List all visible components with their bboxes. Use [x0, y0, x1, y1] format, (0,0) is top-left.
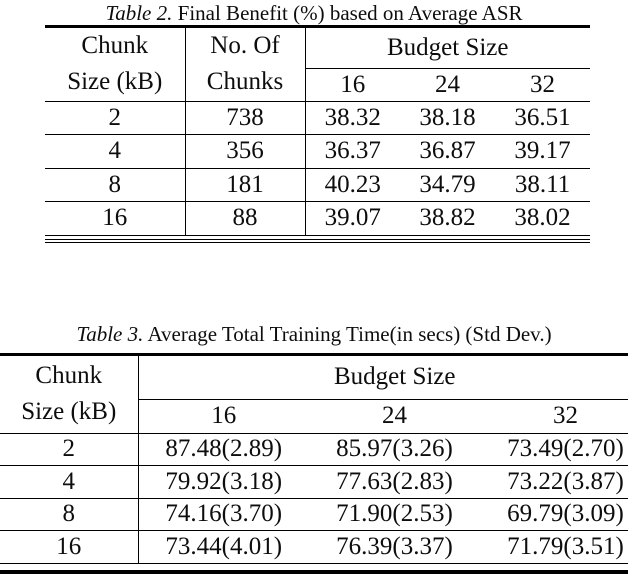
cell-value: 76.39(3.37) [309, 530, 480, 564]
table3-header-budget-24: 24 [382, 402, 407, 429]
table-row: 2 738 38.32 38.18 36.51 [45, 100, 590, 135]
cell-value: 85.97(3.26) [309, 432, 480, 466]
table-row: 16 88 39.07 38.82 38.02 [45, 201, 590, 236]
table-row: 16 73.44(4.01) 76.39(3.37) 71.79(3.51) [0, 530, 628, 564]
cell-value: 87.48(2.89) [137, 432, 309, 466]
cell-value: 38.02 [495, 201, 590, 236]
cell-chunk-size: 4 [0, 465, 138, 498]
table3-header-row-1: Chunk Size (kB) Budget Size [0, 356, 628, 425]
header-line: Chunk [81, 32, 149, 60]
table3: Chunk Size (kB) Budget Size 16 24 32 2 87… [0, 353, 628, 574]
cell-value: 36.87 [400, 134, 495, 168]
table2-header-budget-32: 32 [530, 70, 555, 98]
header-line: Chunk [35, 362, 103, 390]
table2-header-budget-24: 24 [435, 70, 460, 98]
table2-grid: Chunk Size (kB) No. Of Chunks Budget Size … [45, 28, 590, 236]
header-line: No. Of [210, 32, 280, 60]
cell-chunk-size: 4 [45, 134, 185, 168]
header-line: Size (kB) [21, 398, 117, 426]
cell-value: 36.51 [495, 100, 590, 135]
table3-header-budget-32: 32 [553, 402, 578, 429]
table2-caption-label: Table 2. [105, 1, 173, 25]
table2-header-budget-16: 16 [304, 68, 400, 101]
cell-value: 40.23 [304, 167, 400, 202]
table2-header-row-1: Chunk Size (kB) No. Of Chunks Budget Size [45, 28, 590, 101]
table-row: 8 181 40.23 34.79 38.11 [45, 167, 590, 202]
table-row: 4 356 36.37 36.87 39.17 [45, 134, 590, 168]
cell-chunk-size: 16 [45, 201, 185, 236]
cell-value: 38.82 [400, 201, 495, 236]
cell-value: 79.92(3.18) [137, 465, 309, 498]
table2-header-num-chunks: No. Of Chunks [184, 28, 305, 101]
cell-value: 39.17 [495, 134, 590, 168]
cell-value: 38.32 [304, 100, 400, 135]
table-row: 2 87.48(2.89) 85.97(3.26) 73.49(2.70) [0, 432, 628, 466]
cell-chunk-size: 8 [45, 167, 185, 202]
table2-caption: Table 2. Final Benefit (%) based on Aver… [0, 1, 628, 26]
table2-header-row-2: 16 24 32 [45, 68, 590, 101]
table3-caption-label: Table 3. [76, 322, 144, 346]
table3-header-chunk-size: Chunk Size (kB) [0, 356, 138, 433]
cell-chunk-size: 2 [0, 432, 138, 466]
cell-value: 71.90(2.53) [309, 497, 480, 531]
cell-value: 38.11 [495, 167, 590, 202]
cell-value: 74.16(3.70) [137, 497, 309, 531]
cell-value: 73.22(3.87) [480, 465, 628, 498]
table3-header-row-2: 16 24 32 [0, 399, 628, 433]
table-row: 8 74.16(3.70) 71.90(2.53) 69.79(3.09) [0, 497, 628, 531]
table3-header-budget-size: Budget Size [137, 356, 628, 400]
table3-header-budget-16: 16 [137, 399, 309, 433]
cell-chunk-size: 2 [45, 100, 185, 135]
cell-value: 73.44(4.01) [137, 530, 309, 564]
cell-value: 73.49(2.70) [480, 432, 628, 466]
cell-value: 39.07 [304, 201, 400, 236]
header-line: Size (kB) [67, 68, 163, 96]
cell-num-chunks: 88 [184, 201, 305, 236]
cell-value: 77.63(2.83) [309, 465, 480, 498]
header-line: Chunks [206, 68, 284, 96]
cell-value: 69.79(3.09) [480, 497, 628, 531]
table3-bottom-thick-rule [0, 569, 628, 574]
table2: Chunk Size (kB) No. Of Chunks Budget Size … [45, 25, 590, 243]
cell-value: 34.79 [400, 167, 495, 202]
table2-header-budget-size: Budget Size [304, 28, 590, 69]
table2-caption-text: Final Benefit (%) based on Average ASR [177, 1, 523, 25]
cell-value: 71.79(3.51) [480, 530, 628, 564]
cell-chunk-size: 8 [0, 497, 138, 531]
cell-chunk-size: 16 [0, 530, 138, 564]
cell-num-chunks: 738 [184, 100, 305, 135]
cell-num-chunks: 356 [184, 134, 305, 168]
table-row: 4 79.92(3.18) 77.63(2.83) 73.22(3.87) [0, 465, 628, 498]
cell-num-chunks: 181 [184, 167, 305, 202]
table3-grid: Chunk Size (kB) Budget Size 16 24 32 2 87… [0, 356, 628, 564]
table2-bottom-double-rule [45, 238, 590, 243]
cell-value: 38.18 [400, 100, 495, 135]
cell-value: 36.37 [304, 134, 400, 168]
table2-header-chunk-size: Chunk Size (kB) [45, 28, 185, 101]
table3-caption: Table 3. Average Total Training Time(in … [0, 322, 628, 347]
table3-caption-text: Average Total Training Time(in secs) (St… [147, 322, 552, 346]
